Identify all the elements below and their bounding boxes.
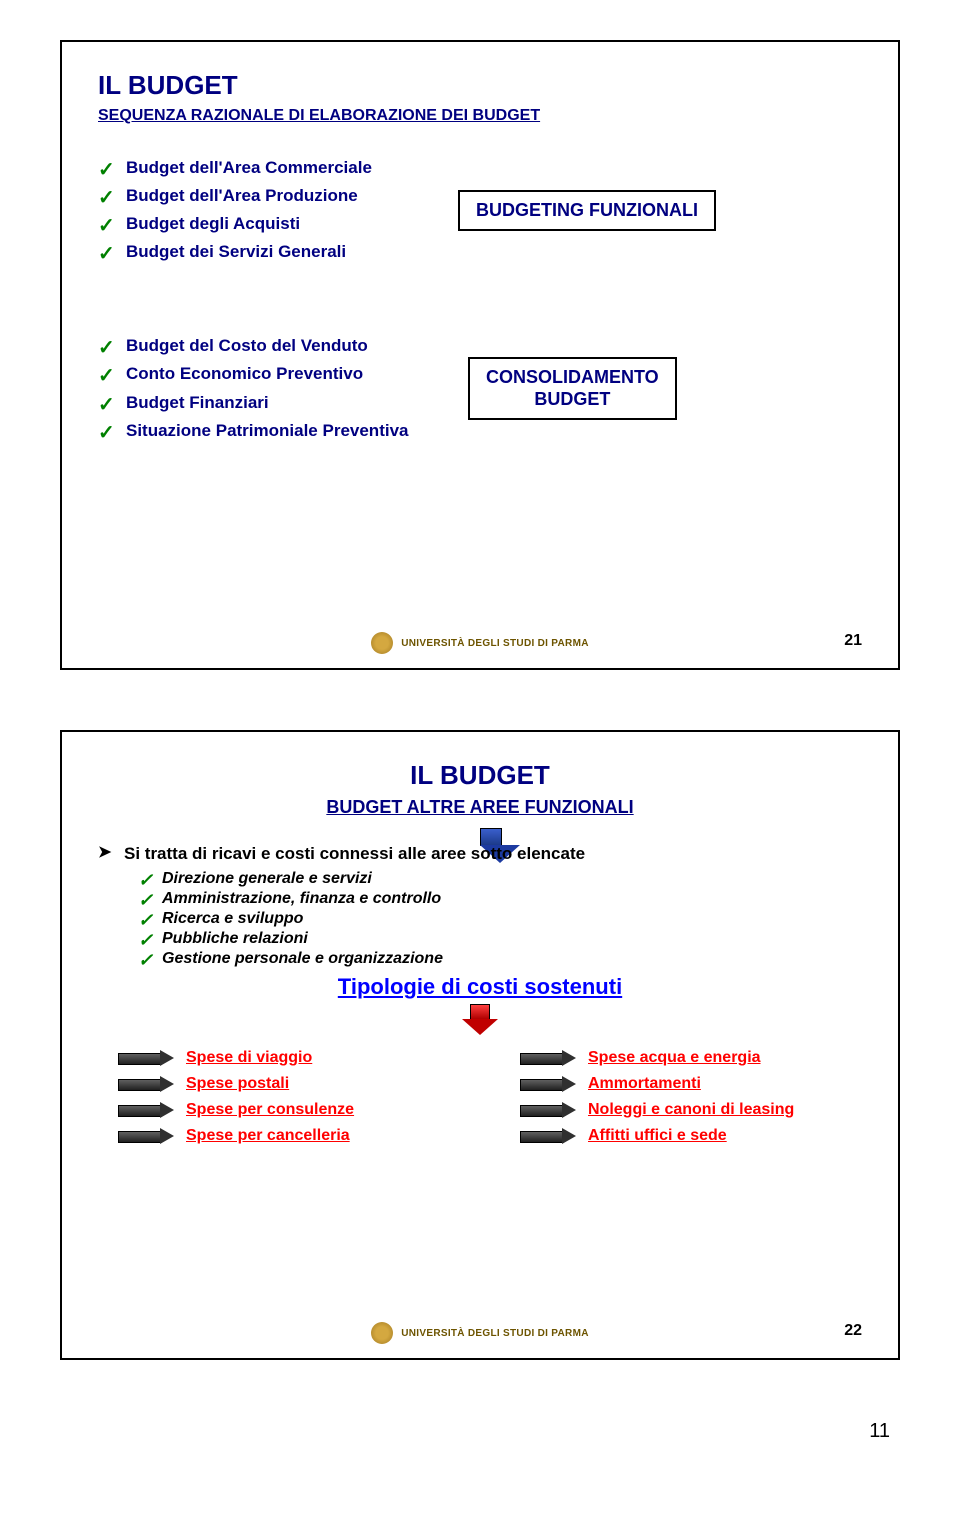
right-arrow-icon [118, 1051, 174, 1065]
slide-title: IL BUDGET [98, 70, 862, 101]
cost-label: Affitti uffici e sede [588, 1127, 727, 1145]
list-item: Amministrazione, finanza e controllo [138, 890, 862, 908]
list-functional-budgets: Budget dell'Area Commerciale Budget dell… [98, 151, 418, 269]
cost-item: Spese per consulenze [118, 1101, 440, 1119]
row-consolidation: Budget del Costo del Venduto Conto Econo… [98, 329, 862, 447]
list-item: Budget dell'Area Produzione [98, 185, 418, 207]
label-line-1: CONSOLIDAMENTO [486, 367, 659, 389]
list-item: Pubbliche relazioni [138, 930, 862, 948]
university-name: UNIVERSITÀ DEGLI STUDI DI PARMA [401, 638, 588, 649]
slide-21: IL BUDGET SEQUENZA RAZIONALE DI ELABORAZ… [60, 40, 900, 670]
list-item: Budget dell'Area Commerciale [98, 157, 418, 179]
list-item: Budget degli Acquisti [98, 213, 418, 235]
list-item: Gestione personale e organizzazione [138, 950, 862, 968]
slide-number: 22 [844, 1322, 862, 1340]
lead-text: Si tratta di ricavi e costi connessi all… [98, 842, 862, 866]
list-item: Situazione Patrimoniale Preventiva [98, 420, 428, 442]
cost-item: Spese acqua e energia [520, 1049, 842, 1067]
cost-item: Ammortamenti [520, 1075, 842, 1093]
row-functional: Budget dell'Area Commerciale Budget dell… [98, 151, 862, 269]
list-item: Budget dei Servizi Generali [98, 241, 418, 263]
right-arrow-icon [118, 1103, 174, 1117]
cost-column-left: Spese di viaggio Spese postali Spese per… [118, 1041, 440, 1153]
right-arrow-icon [520, 1129, 576, 1143]
right-arrow-icon [118, 1129, 174, 1143]
university-seal-icon [371, 632, 393, 654]
cost-item: Noleggi e canoni di leasing [520, 1101, 842, 1119]
slide-subtitle: SEQUENZA RAZIONALE DI ELABORAZIONE DEI B… [98, 107, 540, 125]
label-consolidamento-budget: CONSOLIDAMENTO BUDGET [468, 357, 677, 420]
cost-item: Spese di viaggio [118, 1049, 440, 1067]
slide-footer: UNIVERSITÀ DEGLI STUDI DI PARMA [62, 632, 898, 654]
cost-types-title: Tipologie di costi sostenuti [98, 974, 862, 1000]
sub-area-list: Direzione generale e servizi Amministraz… [138, 870, 862, 968]
slide-title: IL BUDGET [410, 760, 550, 791]
cost-item: Spese per cancelleria [118, 1127, 440, 1145]
right-arrow-icon [118, 1077, 174, 1091]
slide-footer: UNIVERSITÀ DEGLI STUDI DI PARMA [62, 1322, 898, 1344]
slide-22: IL BUDGET BUDGET ALTRE AREE FUNZIONALI S… [60, 730, 900, 1360]
page-number: 11 [60, 1420, 900, 1443]
label-line-2: BUDGET [486, 389, 659, 411]
cost-label: Noleggi e canoni di leasing [588, 1101, 794, 1119]
university-name: UNIVERSITÀ DEGLI STUDI DI PARMA [401, 1328, 588, 1339]
list-item: Conto Economico Preventivo [98, 363, 428, 385]
cost-columns: Spese di viaggio Spese postali Spese per… [98, 1041, 862, 1153]
cost-label: Spese postali [186, 1075, 289, 1093]
cost-label: Spese di viaggio [186, 1049, 312, 1067]
list-item: Budget Finanziari [98, 392, 428, 414]
cost-item: Affitti uffici e sede [520, 1127, 842, 1145]
cost-label: Ammortamenti [588, 1075, 701, 1093]
cost-label: Spese per cancelleria [186, 1127, 350, 1145]
lead-bullet: Si tratta di ricavi e costi connessi all… [98, 842, 862, 866]
list-consolidation-budgets: Budget del Costo del Venduto Conto Econo… [98, 329, 428, 447]
cost-label: Spese acqua e energia [588, 1049, 761, 1067]
right-arrow-icon [520, 1077, 576, 1091]
right-arrow-icon [520, 1051, 576, 1065]
university-seal-icon [371, 1322, 393, 1344]
list-item: Ricerca e sviluppo [138, 910, 862, 928]
list-item: Direzione generale e servizi [138, 870, 862, 888]
slide-subtitle: BUDGET ALTRE AREE FUNZIONALI [98, 797, 862, 818]
right-arrow-icon [520, 1103, 576, 1117]
slide-number: 21 [844, 632, 862, 650]
cost-label: Spese per consulenze [186, 1101, 354, 1119]
cost-column-right: Spese acqua e energia Ammortamenti Noleg… [520, 1041, 842, 1153]
list-item: Budget del Costo del Venduto [98, 335, 428, 357]
page: IL BUDGET SEQUENZA RAZIONALE DI ELABORAZ… [0, 0, 960, 1463]
label-budgeting-funzionali: BUDGETING FUNZIONALI [458, 190, 716, 231]
cost-item: Spese postali [118, 1075, 440, 1093]
down-arrow-red-icon [460, 1004, 500, 1035]
